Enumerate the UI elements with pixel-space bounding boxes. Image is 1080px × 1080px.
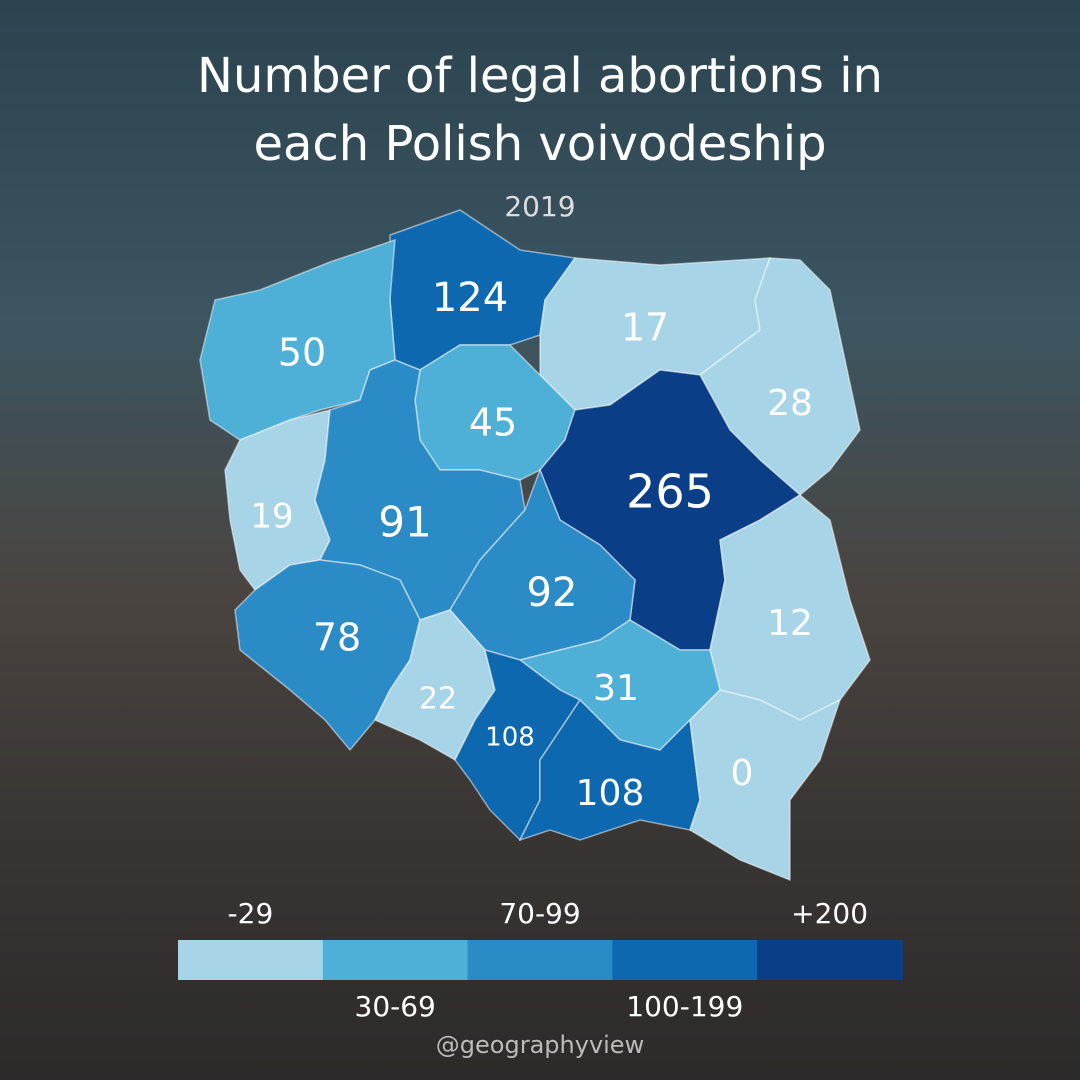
title: Number of legal abortions in each Polish… (197, 48, 883, 172)
region-value: 45 (469, 401, 517, 445)
region-value: 92 (527, 570, 578, 616)
region-value: 265 (626, 465, 714, 519)
region-value: 0 (731, 753, 754, 794)
legend-label: 100-199 (626, 990, 743, 1023)
legend-swatch (178, 940, 324, 980)
legend-label: -29 (228, 897, 274, 930)
legend-label: 30-69 (355, 990, 436, 1023)
region (689, 689, 842, 882)
region-value: 108 (576, 773, 645, 814)
region-value: 108 (485, 723, 535, 753)
legend-swatch (757, 940, 903, 980)
legend-label: +200 (791, 897, 868, 930)
region-value: 31 (593, 668, 639, 709)
region-value: 91 (378, 498, 431, 547)
region-value: 17 (621, 306, 669, 350)
region (518, 698, 701, 842)
region-value: 124 (432, 275, 508, 321)
region-value: 28 (767, 383, 813, 424)
subtitle: 2019 (504, 190, 576, 223)
legend-swatch (467, 940, 614, 980)
legend-swatch (612, 940, 759, 980)
credit: @geographyview (436, 1031, 644, 1059)
region-value: 22 (419, 682, 457, 717)
region-value: 50 (278, 331, 326, 375)
region-value: 78 (313, 616, 361, 660)
legend-swatch (322, 940, 469, 980)
legend-label: 70-99 (499, 897, 580, 930)
region-value: 19 (250, 497, 293, 537)
region-value: 12 (767, 603, 813, 644)
